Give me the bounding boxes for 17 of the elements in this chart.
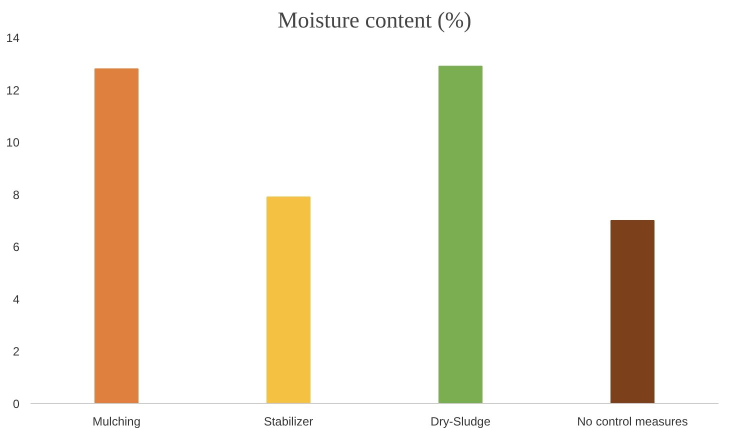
- x-tick-label: Stabilizer: [264, 414, 314, 428]
- chart-title: Moisture content (%): [278, 8, 472, 32]
- y-tick-label: 10: [6, 136, 20, 150]
- y-tick-label: 6: [12, 240, 20, 254]
- y-tick-label: 8: [12, 188, 20, 202]
- x-tick-label: Dry-Sludge: [430, 414, 491, 428]
- y-tick-label: 2: [12, 344, 20, 359]
- x-tick-label: No control measures: [577, 414, 688, 428]
- bar: [610, 220, 654, 404]
- y-tick-label: 0: [12, 397, 20, 411]
- y-tick-label: 14: [6, 31, 20, 45]
- bar: [438, 66, 482, 404]
- y-tick-label: 12: [6, 83, 20, 98]
- x-tick-label: Mulching: [92, 414, 141, 428]
- bar: [266, 196, 310, 404]
- bar: [94, 68, 138, 404]
- y-tick-label: 4: [12, 292, 20, 306]
